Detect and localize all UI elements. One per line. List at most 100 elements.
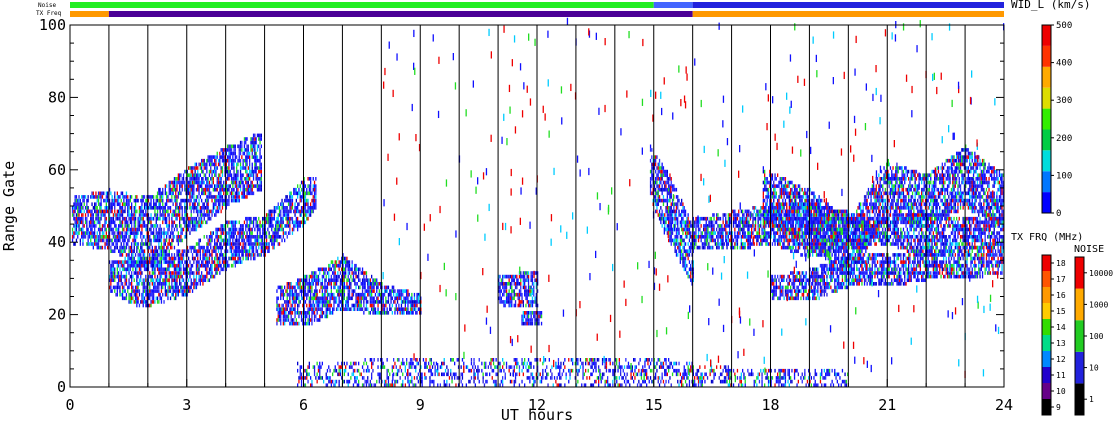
echo-cell bbox=[208, 256, 211, 261]
echo-cell bbox=[239, 144, 242, 149]
echo-cell bbox=[215, 253, 217, 257]
echo-cell bbox=[215, 162, 217, 167]
echo-cell bbox=[313, 180, 316, 185]
echo-cell bbox=[94, 202, 96, 207]
echo-cell bbox=[386, 311, 388, 315]
echo-cell bbox=[97, 245, 100, 250]
echo-cell bbox=[201, 213, 203, 217]
echo-cell bbox=[330, 285, 332, 290]
echo-cell bbox=[367, 300, 369, 304]
echo-cell bbox=[153, 224, 155, 228]
echo-cell bbox=[262, 245, 264, 250]
echo-cell bbox=[121, 231, 124, 235]
echo-cell bbox=[141, 206, 143, 210]
echo-cell bbox=[300, 278, 303, 283]
echo-cell bbox=[252, 144, 255, 149]
echo-cell bbox=[204, 162, 207, 167]
echo-cell bbox=[259, 242, 261, 246]
echo-cell bbox=[182, 256, 185, 261]
echo-cell bbox=[223, 238, 225, 243]
echo-cell bbox=[233, 180, 235, 185]
echo-cell bbox=[137, 253, 139, 257]
echo-cell bbox=[692, 235, 694, 239]
echo-cell bbox=[188, 191, 190, 196]
echo-cell bbox=[671, 238, 674, 243]
echo-cell bbox=[217, 260, 220, 264]
echo-cell bbox=[297, 307, 299, 312]
echo-cell bbox=[223, 180, 225, 185]
echo-cell bbox=[668, 209, 670, 214]
echo-cell bbox=[651, 177, 653, 181]
echo-cell bbox=[361, 292, 364, 297]
echo-cell bbox=[173, 285, 176, 290]
echo-cell bbox=[273, 227, 275, 232]
echo-cell bbox=[190, 282, 192, 286]
echo-cell bbox=[697, 224, 700, 228]
echo-cell bbox=[104, 242, 106, 246]
echo-cell bbox=[537, 314, 539, 319]
echo-cell bbox=[668, 177, 670, 181]
echo-cell bbox=[669, 187, 671, 192]
echo-cell bbox=[179, 263, 181, 268]
echo-cell bbox=[114, 220, 116, 225]
echo-cell bbox=[182, 249, 185, 254]
echo-cell bbox=[312, 195, 314, 199]
echo-cell bbox=[214, 256, 216, 261]
echo-cell bbox=[232, 158, 234, 163]
echo-cell bbox=[668, 184, 670, 188]
echo-cell bbox=[323, 296, 325, 301]
echo-cell bbox=[121, 213, 124, 217]
echo-cell bbox=[153, 231, 155, 235]
echo-cell bbox=[256, 133, 259, 138]
echo-cell bbox=[273, 206, 275, 210]
echo-cell bbox=[670, 216, 672, 221]
echo-cell bbox=[233, 220, 235, 225]
echo-cell bbox=[409, 296, 412, 301]
echo-cell bbox=[522, 311, 524, 315]
echo-cell bbox=[225, 231, 227, 235]
echo-cell bbox=[211, 238, 213, 243]
echo-cell bbox=[123, 245, 125, 250]
echo-cell bbox=[134, 206, 137, 210]
echo-cell bbox=[298, 296, 300, 301]
echo-cell bbox=[341, 292, 343, 297]
echo-cell bbox=[504, 274, 506, 279]
echo-cell bbox=[669, 177, 671, 181]
echo-cell bbox=[199, 253, 201, 257]
echo-cell bbox=[317, 307, 320, 312]
echo-cell bbox=[345, 303, 347, 308]
echo-cell bbox=[238, 249, 240, 254]
echo-cell bbox=[104, 216, 106, 221]
echo-cell bbox=[190, 213, 192, 217]
echo-cell bbox=[190, 271, 192, 275]
echo-cell bbox=[358, 267, 360, 272]
echo-cell bbox=[516, 278, 518, 283]
echo-cell bbox=[668, 216, 670, 221]
echo-cell bbox=[188, 173, 190, 178]
echo-cell bbox=[186, 213, 189, 217]
echo-cell bbox=[236, 184, 238, 188]
echo-cell bbox=[354, 271, 356, 275]
echo-cell bbox=[146, 278, 148, 283]
echo-cell bbox=[146, 198, 148, 203]
echo-cell bbox=[529, 318, 531, 322]
echo-cell bbox=[141, 224, 143, 228]
echo-cell bbox=[150, 224, 152, 228]
echo-cell bbox=[216, 206, 218, 210]
echo-cell bbox=[668, 213, 670, 217]
echo-cell bbox=[338, 303, 340, 308]
echo-cell bbox=[153, 285, 155, 290]
echo-cell bbox=[347, 296, 349, 301]
echo-cell bbox=[75, 238, 78, 243]
echo-cell bbox=[228, 158, 230, 163]
echo-cell bbox=[321, 278, 323, 283]
echo-cell bbox=[217, 249, 220, 254]
echo-cell bbox=[217, 177, 220, 181]
echo-cell bbox=[221, 155, 224, 159]
echo-cell bbox=[674, 238, 676, 243]
echo-cell bbox=[155, 220, 157, 225]
echo-cell bbox=[361, 289, 364, 293]
echo-cell bbox=[179, 180, 181, 185]
echo-cell bbox=[206, 235, 208, 239]
echo-cell bbox=[223, 242, 225, 246]
